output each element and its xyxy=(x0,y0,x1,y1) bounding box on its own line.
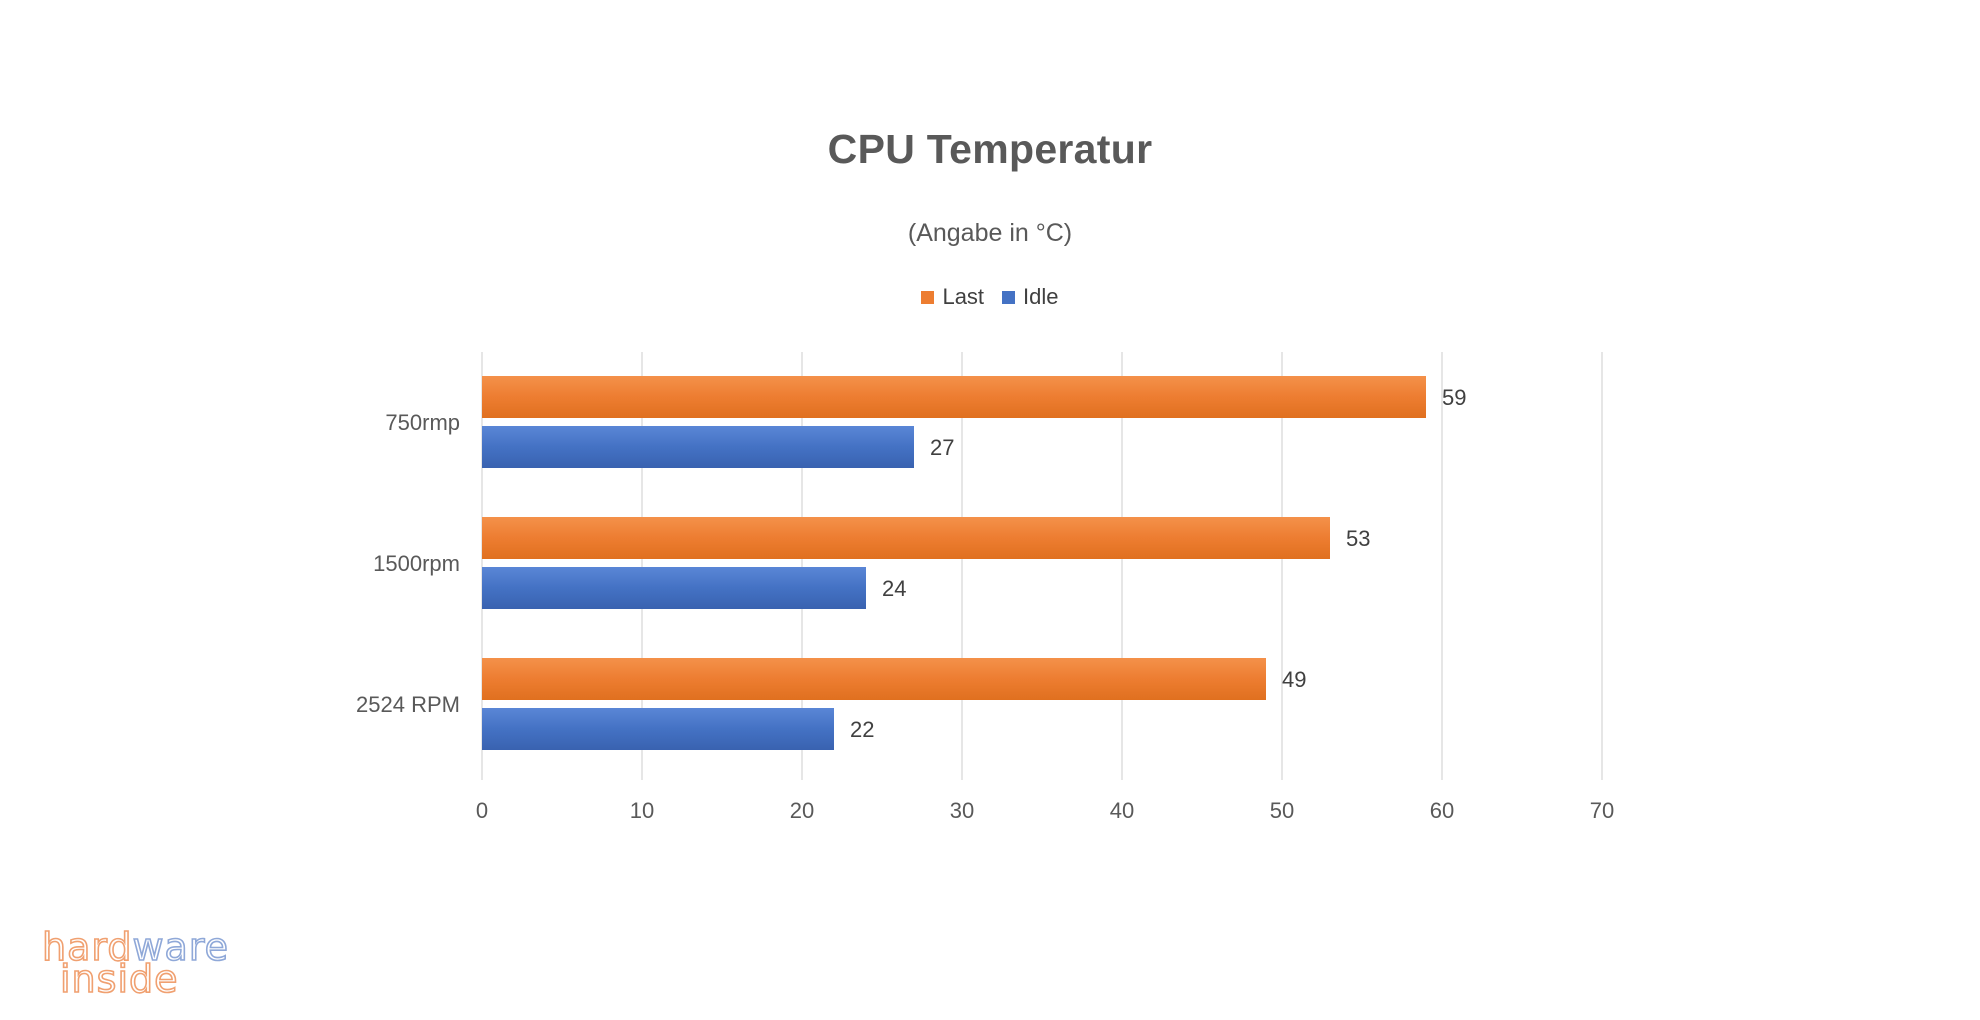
watermark-line1: hardware xyxy=(42,928,229,969)
data-label: 53 xyxy=(1346,526,1370,551)
bar-last-0 xyxy=(482,376,1426,418)
data-label: 22 xyxy=(850,717,874,742)
x-tick-label: 30 xyxy=(950,798,974,823)
labels: 0 10 20 30 40 50 60 70 750rmp 59 27 1500rpm 53 24 2524… xyxy=(356,385,1614,823)
legend-item-last: Last xyxy=(921,284,984,310)
chart-subtitle: (Angabe in °C) xyxy=(907,219,1073,247)
legend-swatch-idle xyxy=(1002,290,1016,304)
legend-swatch-last xyxy=(921,290,935,304)
legend-label-last: Last xyxy=(942,284,985,309)
y-category-label: 750rmp xyxy=(385,410,460,435)
x-tick-label: 40 xyxy=(1110,798,1134,823)
y-category-label: 2524 RPM xyxy=(356,692,460,717)
bar-idle-2 xyxy=(482,708,834,750)
bar-idle-0 xyxy=(482,426,914,468)
data-label: 27 xyxy=(930,435,954,460)
x-tick-label: 70 xyxy=(1590,798,1614,823)
hardwareinside-logo: hardware inside xyxy=(42,928,229,996)
y-category-label: 1500rpm xyxy=(373,551,460,576)
bar-last-2 xyxy=(482,658,1266,700)
bars xyxy=(482,376,1426,750)
chart-title: CPU Temperatur xyxy=(827,126,1153,172)
x-tick-label: 50 xyxy=(1270,798,1294,823)
chart-legend: Last Idle xyxy=(0,284,1980,310)
x-tick-label: 10 xyxy=(630,798,654,823)
bar-idle-1 xyxy=(482,567,866,609)
data-label: 49 xyxy=(1282,667,1306,692)
bar-last-1 xyxy=(482,517,1330,559)
watermark-line2: inside xyxy=(60,957,179,996)
data-label: 59 xyxy=(1442,385,1466,410)
x-tick-label: 60 xyxy=(1430,798,1454,823)
x-tick-label: 0 xyxy=(476,798,488,823)
x-tick-label: 20 xyxy=(790,798,814,823)
data-label: 24 xyxy=(882,576,906,601)
legend-label-idle: Idle xyxy=(1023,284,1059,309)
legend-item-idle: Idle xyxy=(1002,284,1059,310)
